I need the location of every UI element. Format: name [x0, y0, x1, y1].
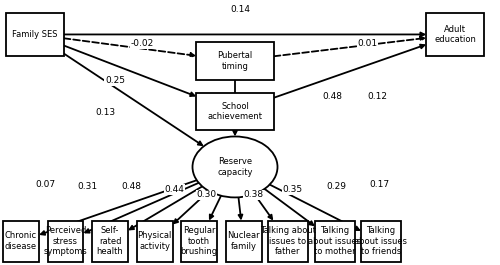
FancyBboxPatch shape	[48, 220, 84, 262]
Text: Physical
activity: Physical activity	[138, 231, 172, 251]
Text: Family SES: Family SES	[12, 30, 58, 39]
Text: 0.48: 0.48	[122, 182, 142, 191]
FancyBboxPatch shape	[181, 220, 217, 262]
Text: 0.17: 0.17	[369, 180, 389, 189]
FancyBboxPatch shape	[315, 220, 355, 262]
FancyBboxPatch shape	[196, 93, 274, 130]
Text: Chronic
disease: Chronic disease	[5, 231, 37, 251]
FancyBboxPatch shape	[426, 13, 484, 56]
FancyBboxPatch shape	[92, 220, 128, 262]
Text: 0.07: 0.07	[35, 180, 55, 189]
FancyBboxPatch shape	[268, 220, 308, 262]
Text: School
achievement: School achievement	[208, 101, 262, 121]
Text: 0.35: 0.35	[282, 185, 302, 194]
FancyBboxPatch shape	[136, 220, 172, 262]
FancyBboxPatch shape	[6, 13, 64, 56]
Text: 0.25: 0.25	[105, 76, 125, 85]
FancyBboxPatch shape	[196, 42, 274, 80]
Text: -0.02: -0.02	[131, 39, 154, 48]
Text: Reserve
capacity: Reserve capacity	[217, 157, 253, 177]
Text: 0.30: 0.30	[196, 190, 216, 199]
Text: 0.12: 0.12	[368, 92, 388, 101]
Text: Adult
education: Adult education	[434, 25, 476, 44]
Text: 0.48: 0.48	[322, 92, 342, 101]
Text: 0.01: 0.01	[358, 39, 378, 48]
Text: Pubertal
timing: Pubertal timing	[218, 51, 252, 71]
Text: 0.31: 0.31	[78, 182, 98, 191]
Text: 0.44: 0.44	[164, 185, 184, 194]
Text: 0.38: 0.38	[244, 190, 264, 199]
Text: Perceived
stress
symptoms: Perceived stress symptoms	[44, 226, 88, 256]
FancyBboxPatch shape	[361, 220, 401, 262]
Text: 0.13: 0.13	[95, 108, 115, 117]
Text: Nuclear
family: Nuclear family	[227, 231, 260, 251]
Text: Self-
rated
health: Self- rated health	[96, 226, 124, 256]
Text: Regular
tooth
brushing: Regular tooth brushing	[180, 226, 218, 256]
Ellipse shape	[192, 136, 278, 197]
Text: Talking about
issues to
father: Talking about issues to father	[260, 226, 316, 256]
FancyBboxPatch shape	[226, 220, 262, 262]
Text: Talking
about issues
to friends: Talking about issues to friends	[354, 226, 408, 256]
Text: 0.14: 0.14	[230, 5, 250, 14]
FancyBboxPatch shape	[3, 220, 39, 262]
Text: 0.29: 0.29	[326, 182, 346, 191]
Text: Talking
about issues
to mother: Talking about issues to mother	[308, 226, 362, 256]
